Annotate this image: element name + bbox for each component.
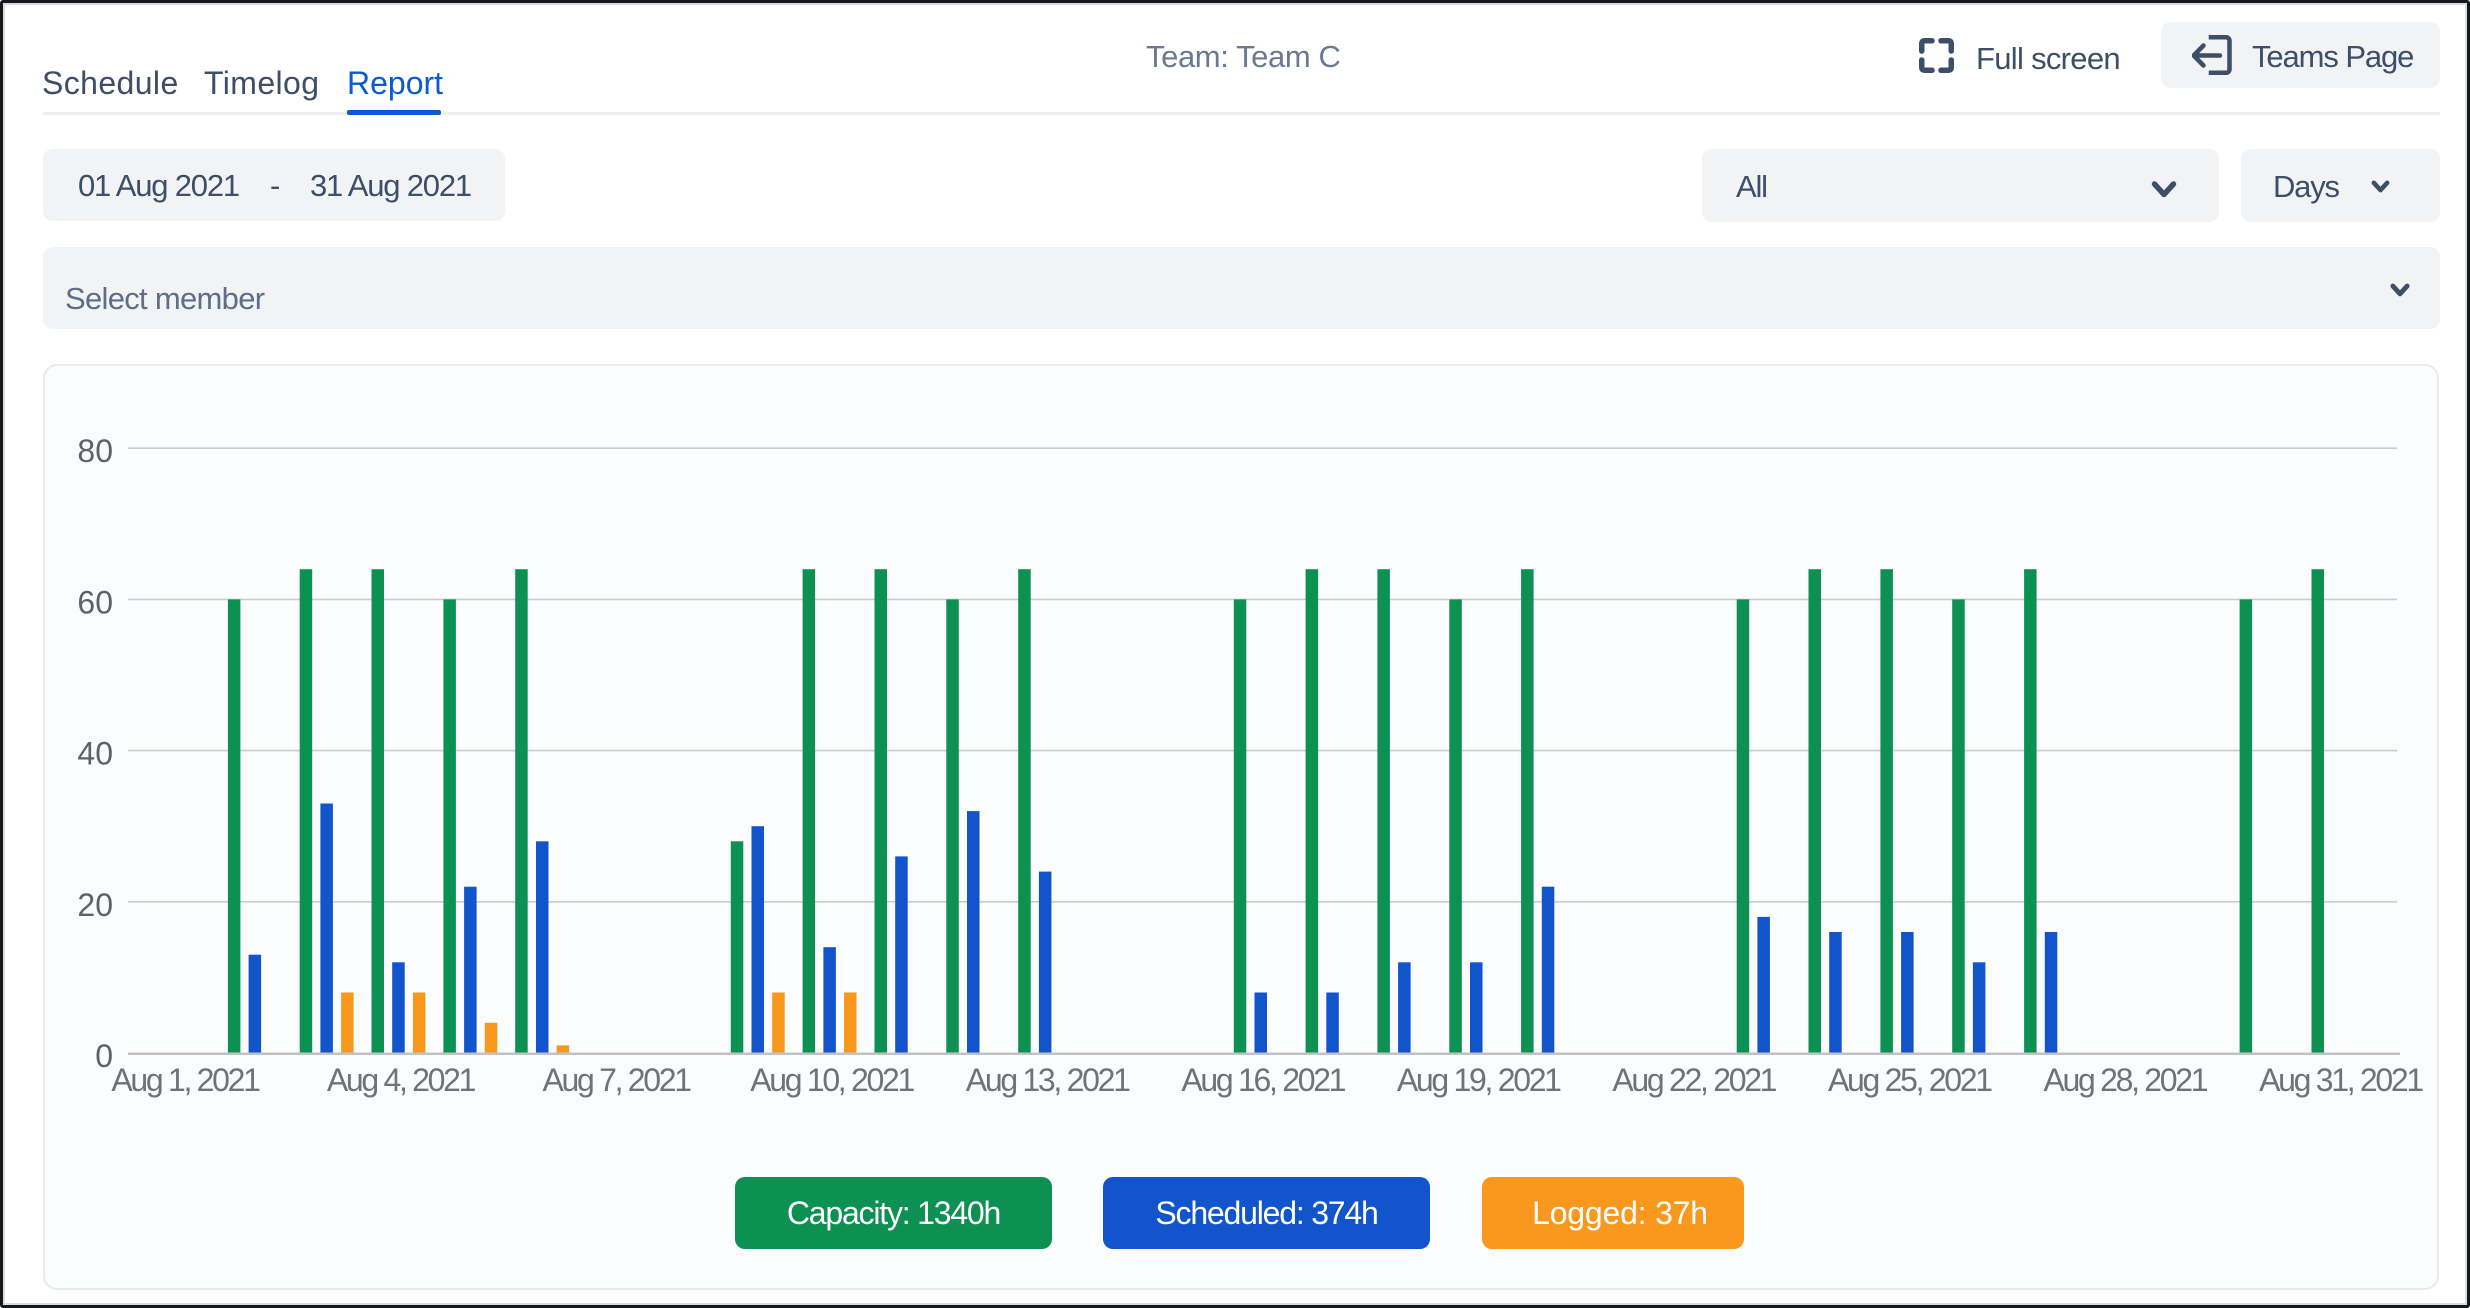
svg-text:60: 60 <box>77 584 113 620</box>
svg-text:Aug 7, 2021: Aug 7, 2021 <box>542 1062 691 1098</box>
svg-text:Aug 19, 2021: Aug 19, 2021 <box>1397 1062 1561 1098</box>
svg-text:Aug 1, 2021: Aug 1, 2021 <box>111 1062 260 1098</box>
svg-text:40: 40 <box>77 736 113 772</box>
svg-text:Aug 31, 2021: Aug 31, 2021 <box>2259 1062 2423 1098</box>
svg-text:Aug 28, 2021: Aug 28, 2021 <box>2044 1062 2208 1098</box>
svg-text:80: 80 <box>77 433 113 469</box>
svg-text:0: 0 <box>95 1038 113 1074</box>
svg-text:Aug 25, 2021: Aug 25, 2021 <box>1828 1062 1992 1098</box>
svg-text:20: 20 <box>77 887 113 923</box>
svg-text:Aug 22, 2021: Aug 22, 2021 <box>1612 1062 1776 1098</box>
svg-text:Aug 16, 2021: Aug 16, 2021 <box>1181 1062 1345 1098</box>
svg-text:Aug 4, 2021: Aug 4, 2021 <box>327 1062 476 1098</box>
svg-text:Aug 13, 2021: Aug 13, 2021 <box>966 1062 1130 1098</box>
svg-text:Aug 10, 2021: Aug 10, 2021 <box>750 1062 914 1098</box>
